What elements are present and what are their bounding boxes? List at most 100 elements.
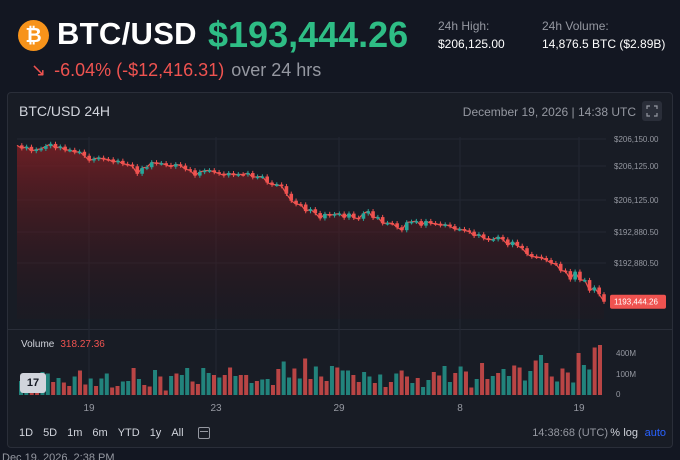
timeframe-1y[interactable]: 1y: [149, 427, 162, 439]
timeframe-6m[interactable]: 6m: [92, 427, 108, 439]
volume-bar: [233, 376, 238, 395]
candle-body: [428, 221, 433, 224]
candle-body: [279, 184, 284, 187]
candle-body: [313, 209, 318, 214]
expand-button[interactable]: [642, 101, 662, 121]
volume-label: 24h Volume:: [542, 19, 609, 33]
volume-bar: [324, 381, 329, 395]
y-axis-label: $206,125.00: [614, 162, 659, 171]
candle-body: [231, 173, 236, 175]
candle-body: [496, 236, 500, 240]
volume-bar: [447, 382, 452, 395]
volume-bar: [587, 369, 592, 395]
volume-bar: [287, 377, 292, 395]
candle-body: [198, 171, 202, 176]
volume-bar: [522, 380, 527, 395]
volume-bar: [581, 365, 586, 395]
timeframe-ytd[interactable]: YTD: [117, 427, 140, 439]
candle-body: [125, 163, 130, 166]
candle-body: [472, 231, 476, 236]
tradingview-logo-icon[interactable]: 17: [20, 373, 46, 393]
volume-bar: [88, 378, 93, 395]
chart-panel: BTC/USD 24H December 19, 2026 | 14:38 UT…: [7, 92, 673, 448]
timeframe-all[interactable]: All: [171, 427, 184, 439]
candle-body: [135, 166, 140, 174]
volume-bar: [560, 368, 565, 395]
candle-body: [400, 227, 404, 231]
candle-body: [337, 213, 342, 216]
volume-axis-label: 100M: [616, 370, 636, 379]
candle-body: [308, 209, 313, 212]
volume-bar: [549, 376, 554, 395]
price-chart[interactable]: $206,150.00 $206,125.00 $206,125.00 $192,88…: [8, 93, 672, 419]
candle-body: [409, 221, 414, 224]
candle-body: [558, 263, 563, 271]
volume-bar: [158, 376, 163, 395]
candle-body: [568, 271, 573, 280]
volume-bar: [431, 372, 436, 395]
x-axis-label: 19: [83, 403, 95, 414]
candle-body: [544, 258, 549, 261]
candle-body: [433, 223, 438, 225]
volume-bar: [319, 376, 324, 395]
high-value: $206,125.00: [438, 37, 505, 51]
volume-bar: [51, 382, 56, 395]
volume-bar: [501, 369, 506, 395]
volume-bar: [99, 378, 104, 395]
candle-body: [491, 239, 496, 241]
volume-bar: [415, 378, 420, 395]
volume-bar: [142, 385, 147, 395]
candle-body: [188, 169, 193, 171]
volume-bar: [463, 371, 468, 395]
volume-bar: [72, 376, 77, 395]
price-tag: [610, 294, 666, 309]
candle-body: [255, 176, 260, 179]
calendar-icon[interactable]: [197, 427, 210, 439]
volume-bar: [367, 376, 372, 395]
timeframe-1d[interactable]: 1D: [19, 427, 34, 439]
volume-bar: [45, 373, 50, 395]
volume-readout: 318.27.36: [60, 339, 105, 350]
volume-bar: [474, 379, 479, 395]
change-value: -6.04% (-$12,416.31): [54, 60, 225, 80]
volume-bar: [512, 365, 517, 395]
candle-body: [236, 174, 241, 176]
volume-bar: [147, 386, 152, 395]
volume-bar: [453, 373, 458, 395]
volume-bar: [437, 375, 442, 395]
volume-bar: [598, 345, 602, 395]
volume-bar: [592, 347, 597, 395]
volume-bar: [405, 376, 409, 395]
timeframe-1m[interactable]: 1m: [67, 427, 83, 439]
percent-toggle[interactable]: %: [610, 427, 620, 439]
candle-body: [226, 173, 231, 176]
bottom-timestamp: Dec 19, 2026, 2:38 PM: [2, 452, 115, 460]
volume-bar: [539, 355, 544, 395]
candle-body: [183, 165, 188, 170]
log-toggle[interactable]: log: [623, 427, 638, 439]
x-axis-label: 29: [333, 403, 345, 414]
volume-value: 14,876.5 BTC ($2.89B): [542, 37, 666, 51]
volume-bar: [313, 366, 318, 395]
candle-body: [101, 157, 106, 160]
candle-body: [58, 146, 63, 149]
candle-body: [116, 160, 120, 163]
down-arrow-icon: ↘: [31, 60, 47, 81]
volume-bar: [410, 383, 415, 395]
candle-body: [385, 223, 390, 225]
volume-bar: [126, 381, 131, 395]
candle-body: [77, 151, 82, 154]
candle-body: [414, 221, 419, 223]
volume-bar: [399, 370, 404, 395]
volume-bar: [394, 373, 399, 395]
volume-bar: [265, 379, 270, 395]
candle-body: [323, 213, 327, 219]
auto-toggle[interactable]: auto: [644, 427, 666, 439]
volume-bar: [110, 387, 115, 395]
volume-bar: [254, 381, 259, 395]
timeframe-5d[interactable]: 5D: [43, 427, 58, 439]
volume-bar: [244, 375, 249, 395]
candle-body: [505, 239, 510, 246]
volume-axis-label: 0: [616, 390, 621, 399]
candle-body: [29, 146, 34, 152]
